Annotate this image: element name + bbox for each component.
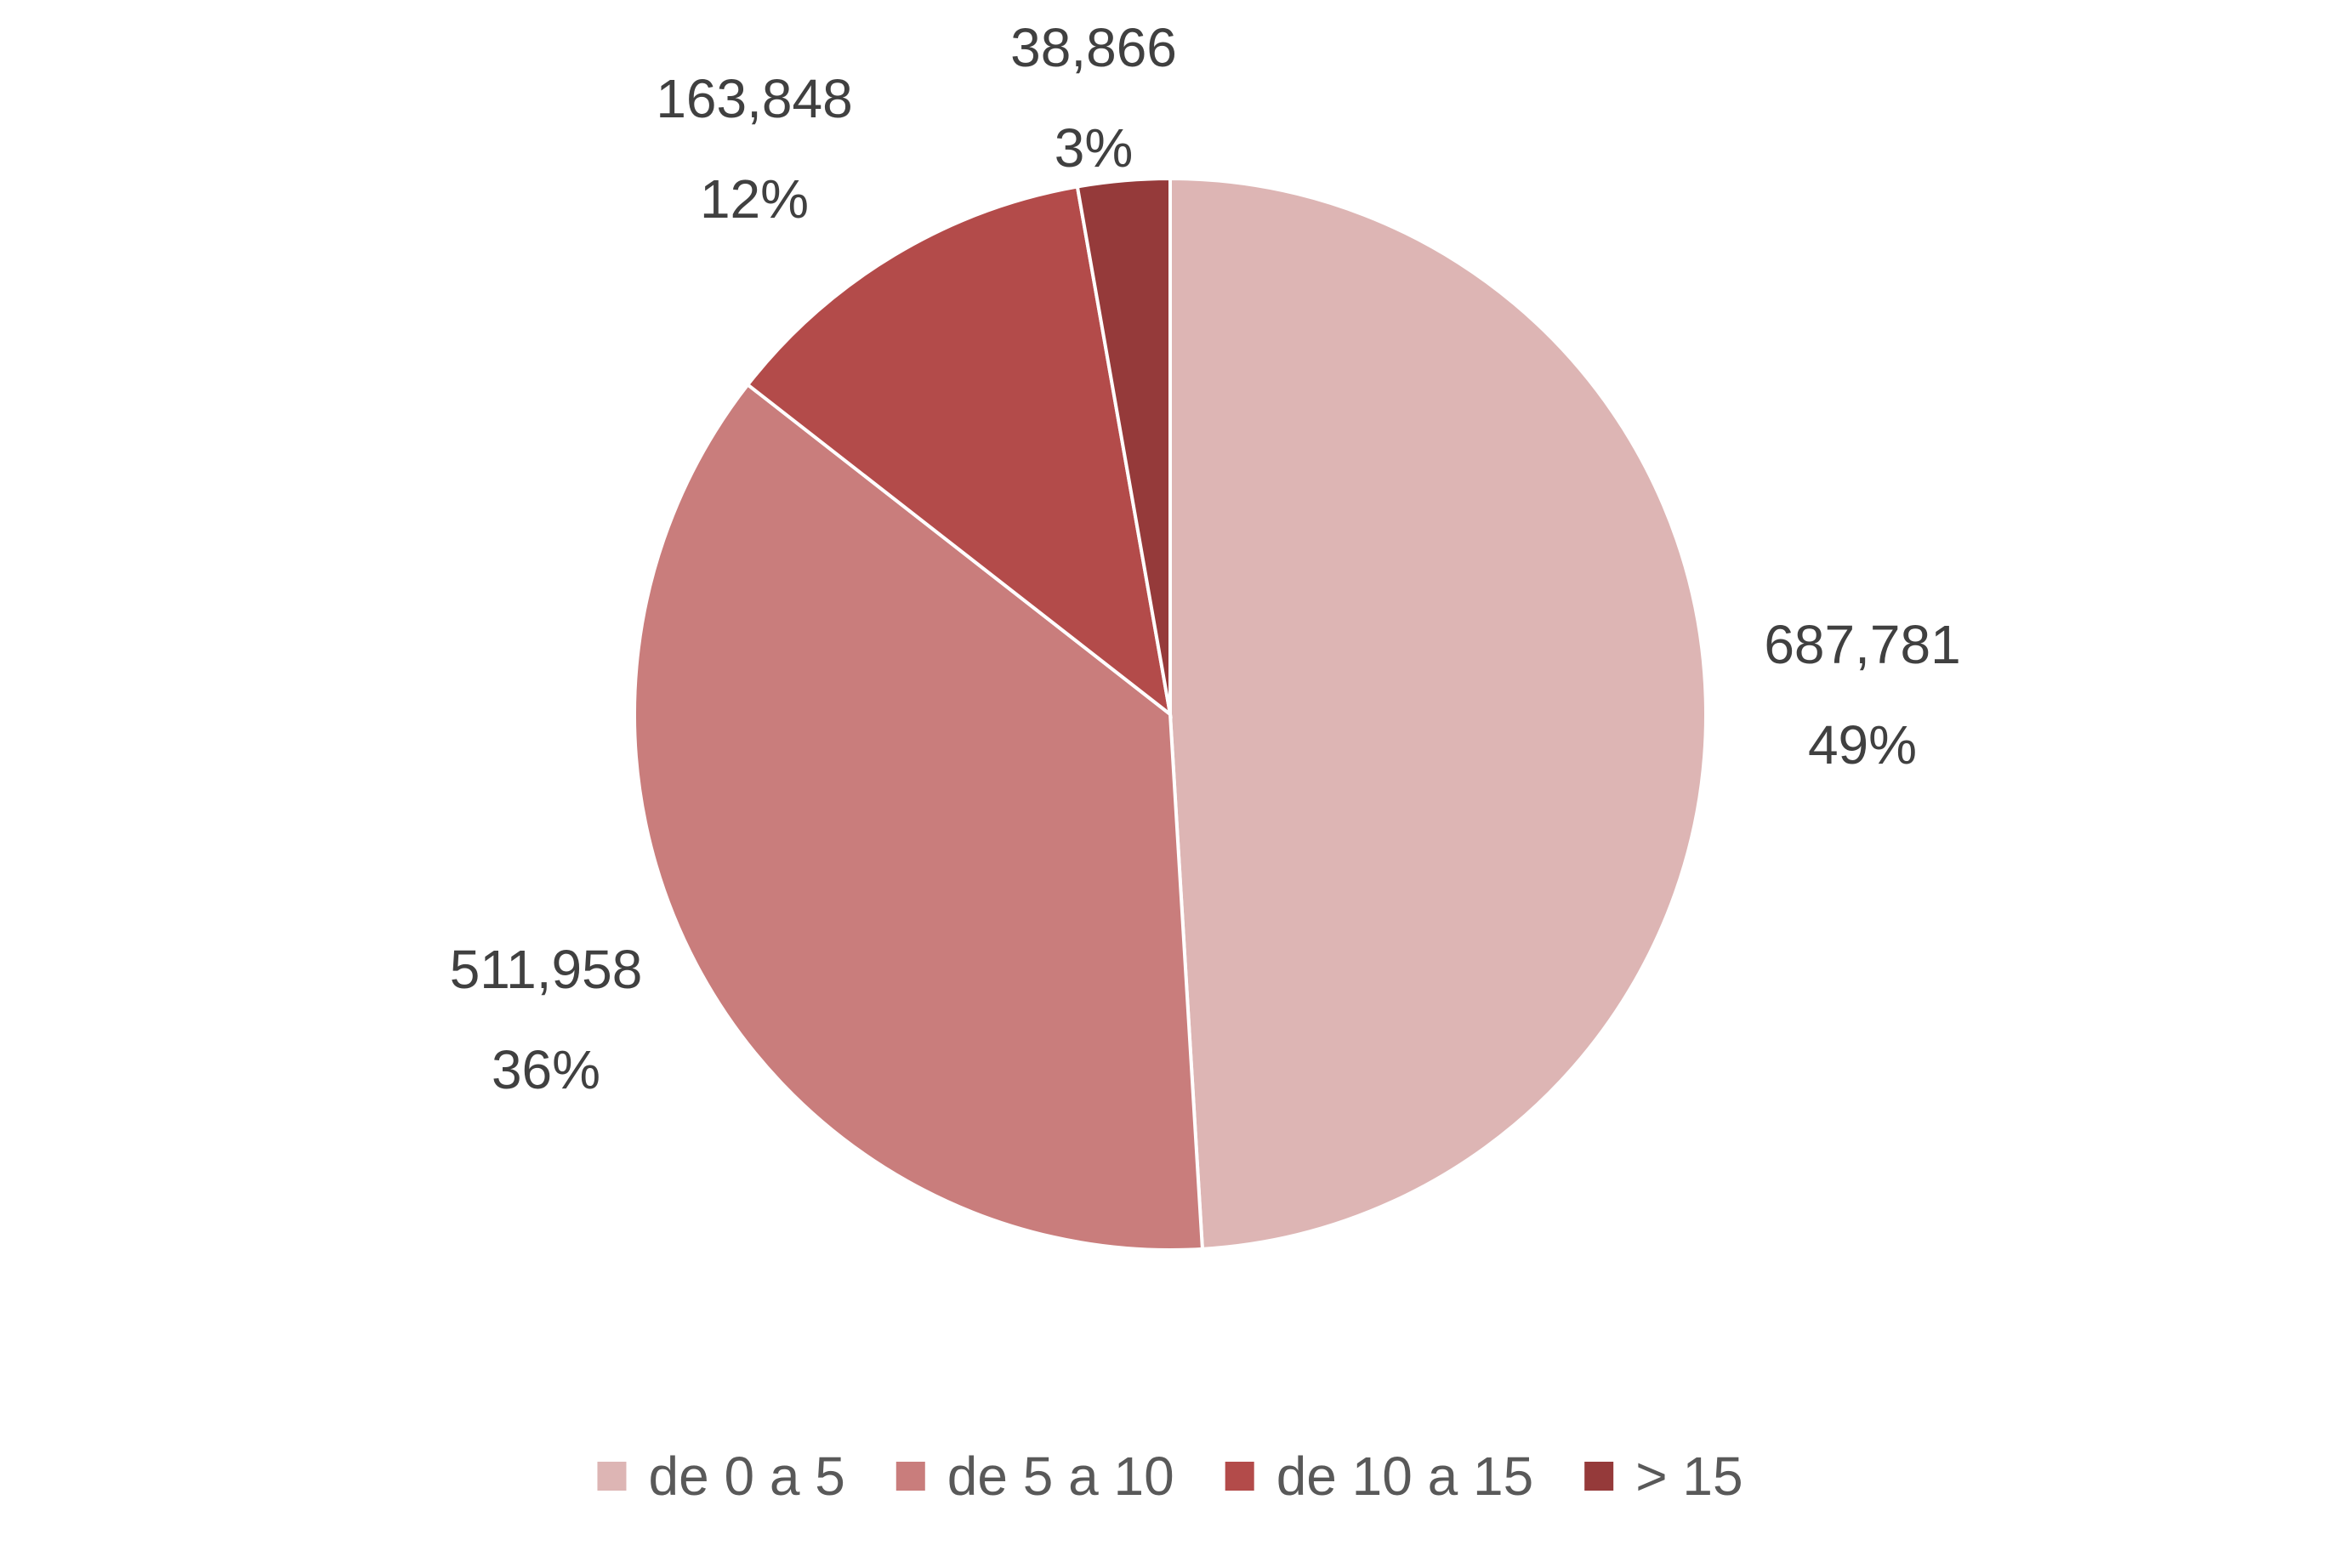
data-label-value-3: 163,848 (656, 68, 852, 129)
data-label-value-4: 38,866 (1010, 17, 1177, 78)
data-label-value-1: 687,781 (1764, 614, 1960, 675)
pie-slice-4 (1075, 176, 1172, 715)
data-label-value-2: 511,958 (450, 939, 643, 1000)
pie-slices (633, 176, 1708, 1252)
legend-label-1: de 0 a 5 (648, 1446, 844, 1507)
data-label-percent-2: 36% (492, 1039, 600, 1100)
pie-slice-2 (633, 382, 1205, 1252)
legend-swatch-3 (1225, 1462, 1254, 1491)
legend: de 0 a 5 de 5 a 10 de 10 a 15 > 15 (597, 1446, 1743, 1507)
data-label-percent-3: 12% (700, 168, 809, 230)
data-label-percent-1: 49% (1808, 714, 1917, 775)
pie-slice-1 (1168, 176, 1708, 1251)
legend-label-2: de 5 a 10 (947, 1446, 1174, 1507)
legend-swatch-1 (597, 1462, 627, 1491)
pie-slice-3 (745, 185, 1173, 719)
legend-swatch-4 (1584, 1462, 1614, 1491)
data-label-percent-4: 3% (1055, 117, 1134, 179)
legend-swatch-2 (895, 1462, 925, 1491)
data-labels: 687,781 49% 511,958 36% 163,848 12% 38,866 3% (450, 17, 1961, 1100)
legend-label-3: de 10 a 15 (1276, 1446, 1534, 1507)
legend-label-4: > 15 (1635, 1446, 1743, 1507)
